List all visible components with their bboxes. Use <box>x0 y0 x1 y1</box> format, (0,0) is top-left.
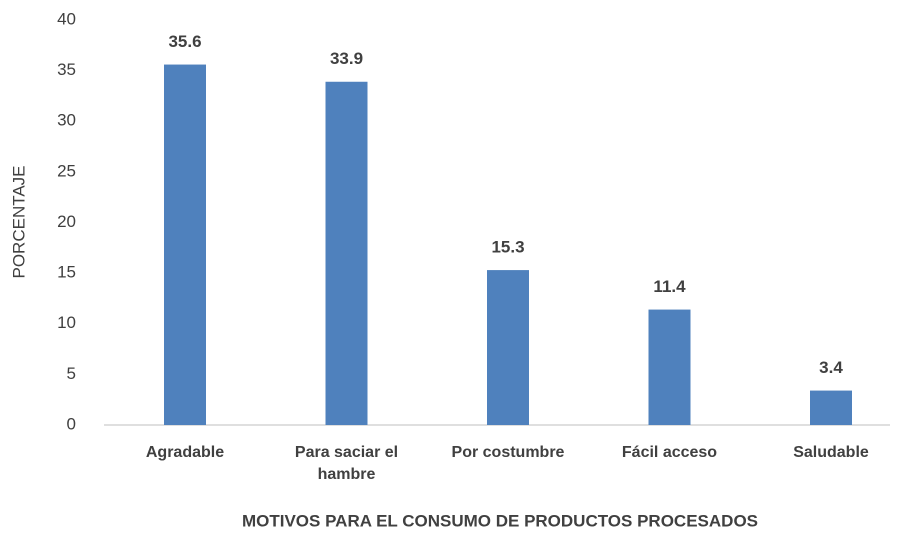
y-axis-title: PORCENTAJE <box>9 165 28 278</box>
y-tick-label: 30 <box>57 111 76 130</box>
x-tick-label: Agradable <box>145 444 225 461</box>
y-tick-label: 20 <box>57 212 76 231</box>
value-label: 33.9 <box>330 49 363 68</box>
y-tick-label: 0 <box>67 414 76 433</box>
x-tick-label: Saludable <box>793 444 869 461</box>
y-tick-label: 15 <box>57 263 76 282</box>
y-tick-label: 5 <box>67 364 76 383</box>
bar <box>648 309 691 425</box>
value-label: 35.6 <box>168 32 201 51</box>
y-tick-label: 35 <box>57 60 76 79</box>
x-tick-label: Fácil acceso <box>621 444 718 461</box>
y-tick-label: 40 <box>57 9 76 28</box>
bar <box>487 270 529 425</box>
bar <box>164 64 206 426</box>
bar <box>325 81 368 425</box>
x-tick-label: Para saciar el hambre <box>294 444 399 483</box>
y-tick-label: 25 <box>57 161 76 180</box>
bar <box>810 390 852 425</box>
x-tick-label: Por costumbre <box>451 444 565 461</box>
value-label: 3.4 <box>819 358 843 377</box>
value-label: 11.4 <box>653 277 686 296</box>
y-tick-label: 10 <box>57 313 76 332</box>
value-label: 15.3 <box>491 238 524 257</box>
x-axis-title: MOTIVOS PARA EL CONSUMO DE PRODUCTOS PRO… <box>242 511 758 530</box>
